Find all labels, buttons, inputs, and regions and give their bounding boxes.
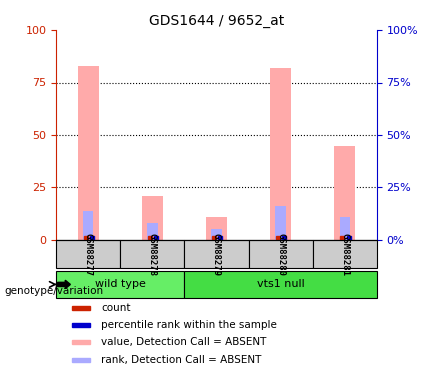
Text: count: count: [101, 303, 131, 313]
Bar: [72, 306, 90, 310]
Bar: [142, 196, 163, 240]
Bar: [56, 240, 120, 268]
Bar: [275, 206, 286, 240]
Text: vts1 null: vts1 null: [257, 279, 304, 290]
Bar: [211, 230, 222, 240]
Text: GSM88279: GSM88279: [212, 232, 221, 276]
Bar: [249, 240, 313, 268]
Text: GSM88277: GSM88277: [84, 232, 93, 276]
Bar: [184, 271, 377, 298]
Text: GSM88281: GSM88281: [340, 232, 349, 276]
Bar: [334, 146, 355, 240]
Bar: [184, 240, 249, 268]
Bar: [339, 217, 350, 240]
Bar: [206, 217, 227, 240]
Text: value, Detection Call = ABSENT: value, Detection Call = ABSENT: [101, 338, 267, 347]
Bar: [72, 323, 90, 327]
Bar: [147, 223, 158, 240]
Bar: [72, 358, 90, 362]
Text: percentile rank within the sample: percentile rank within the sample: [101, 320, 277, 330]
FancyArrow shape: [58, 280, 71, 289]
Text: GSM88280: GSM88280: [276, 232, 285, 276]
Bar: [83, 211, 94, 240]
Bar: [120, 240, 184, 268]
Text: wild type: wild type: [95, 279, 146, 290]
Bar: [270, 68, 291, 240]
Title: GDS1644 / 9652_at: GDS1644 / 9652_at: [149, 13, 284, 28]
Bar: [72, 340, 90, 344]
Text: GSM88278: GSM88278: [148, 232, 157, 276]
Bar: [56, 271, 184, 298]
Text: genotype/variation: genotype/variation: [4, 286, 103, 296]
Bar: [78, 66, 99, 240]
Bar: [313, 240, 377, 268]
Text: rank, Detection Call = ABSENT: rank, Detection Call = ABSENT: [101, 355, 262, 365]
